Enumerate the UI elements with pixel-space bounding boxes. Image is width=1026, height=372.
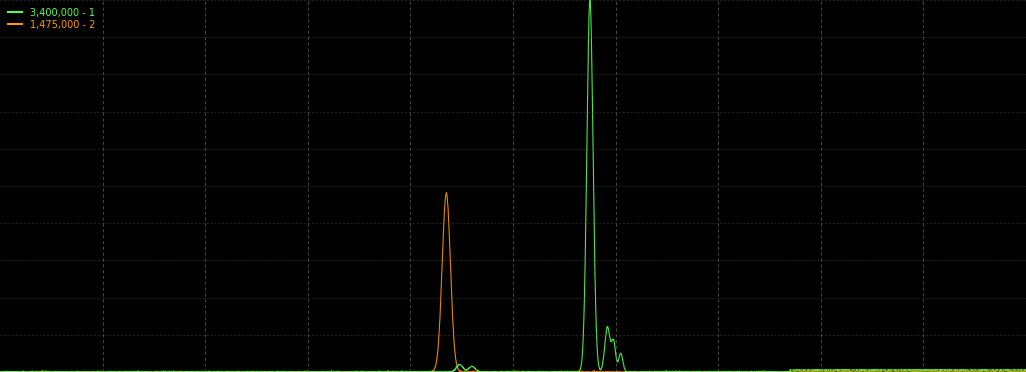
Legend: 3,400,000 - 1, 1,475,000 - 2: 3,400,000 - 1, 1,475,000 - 2 [5,5,98,33]
